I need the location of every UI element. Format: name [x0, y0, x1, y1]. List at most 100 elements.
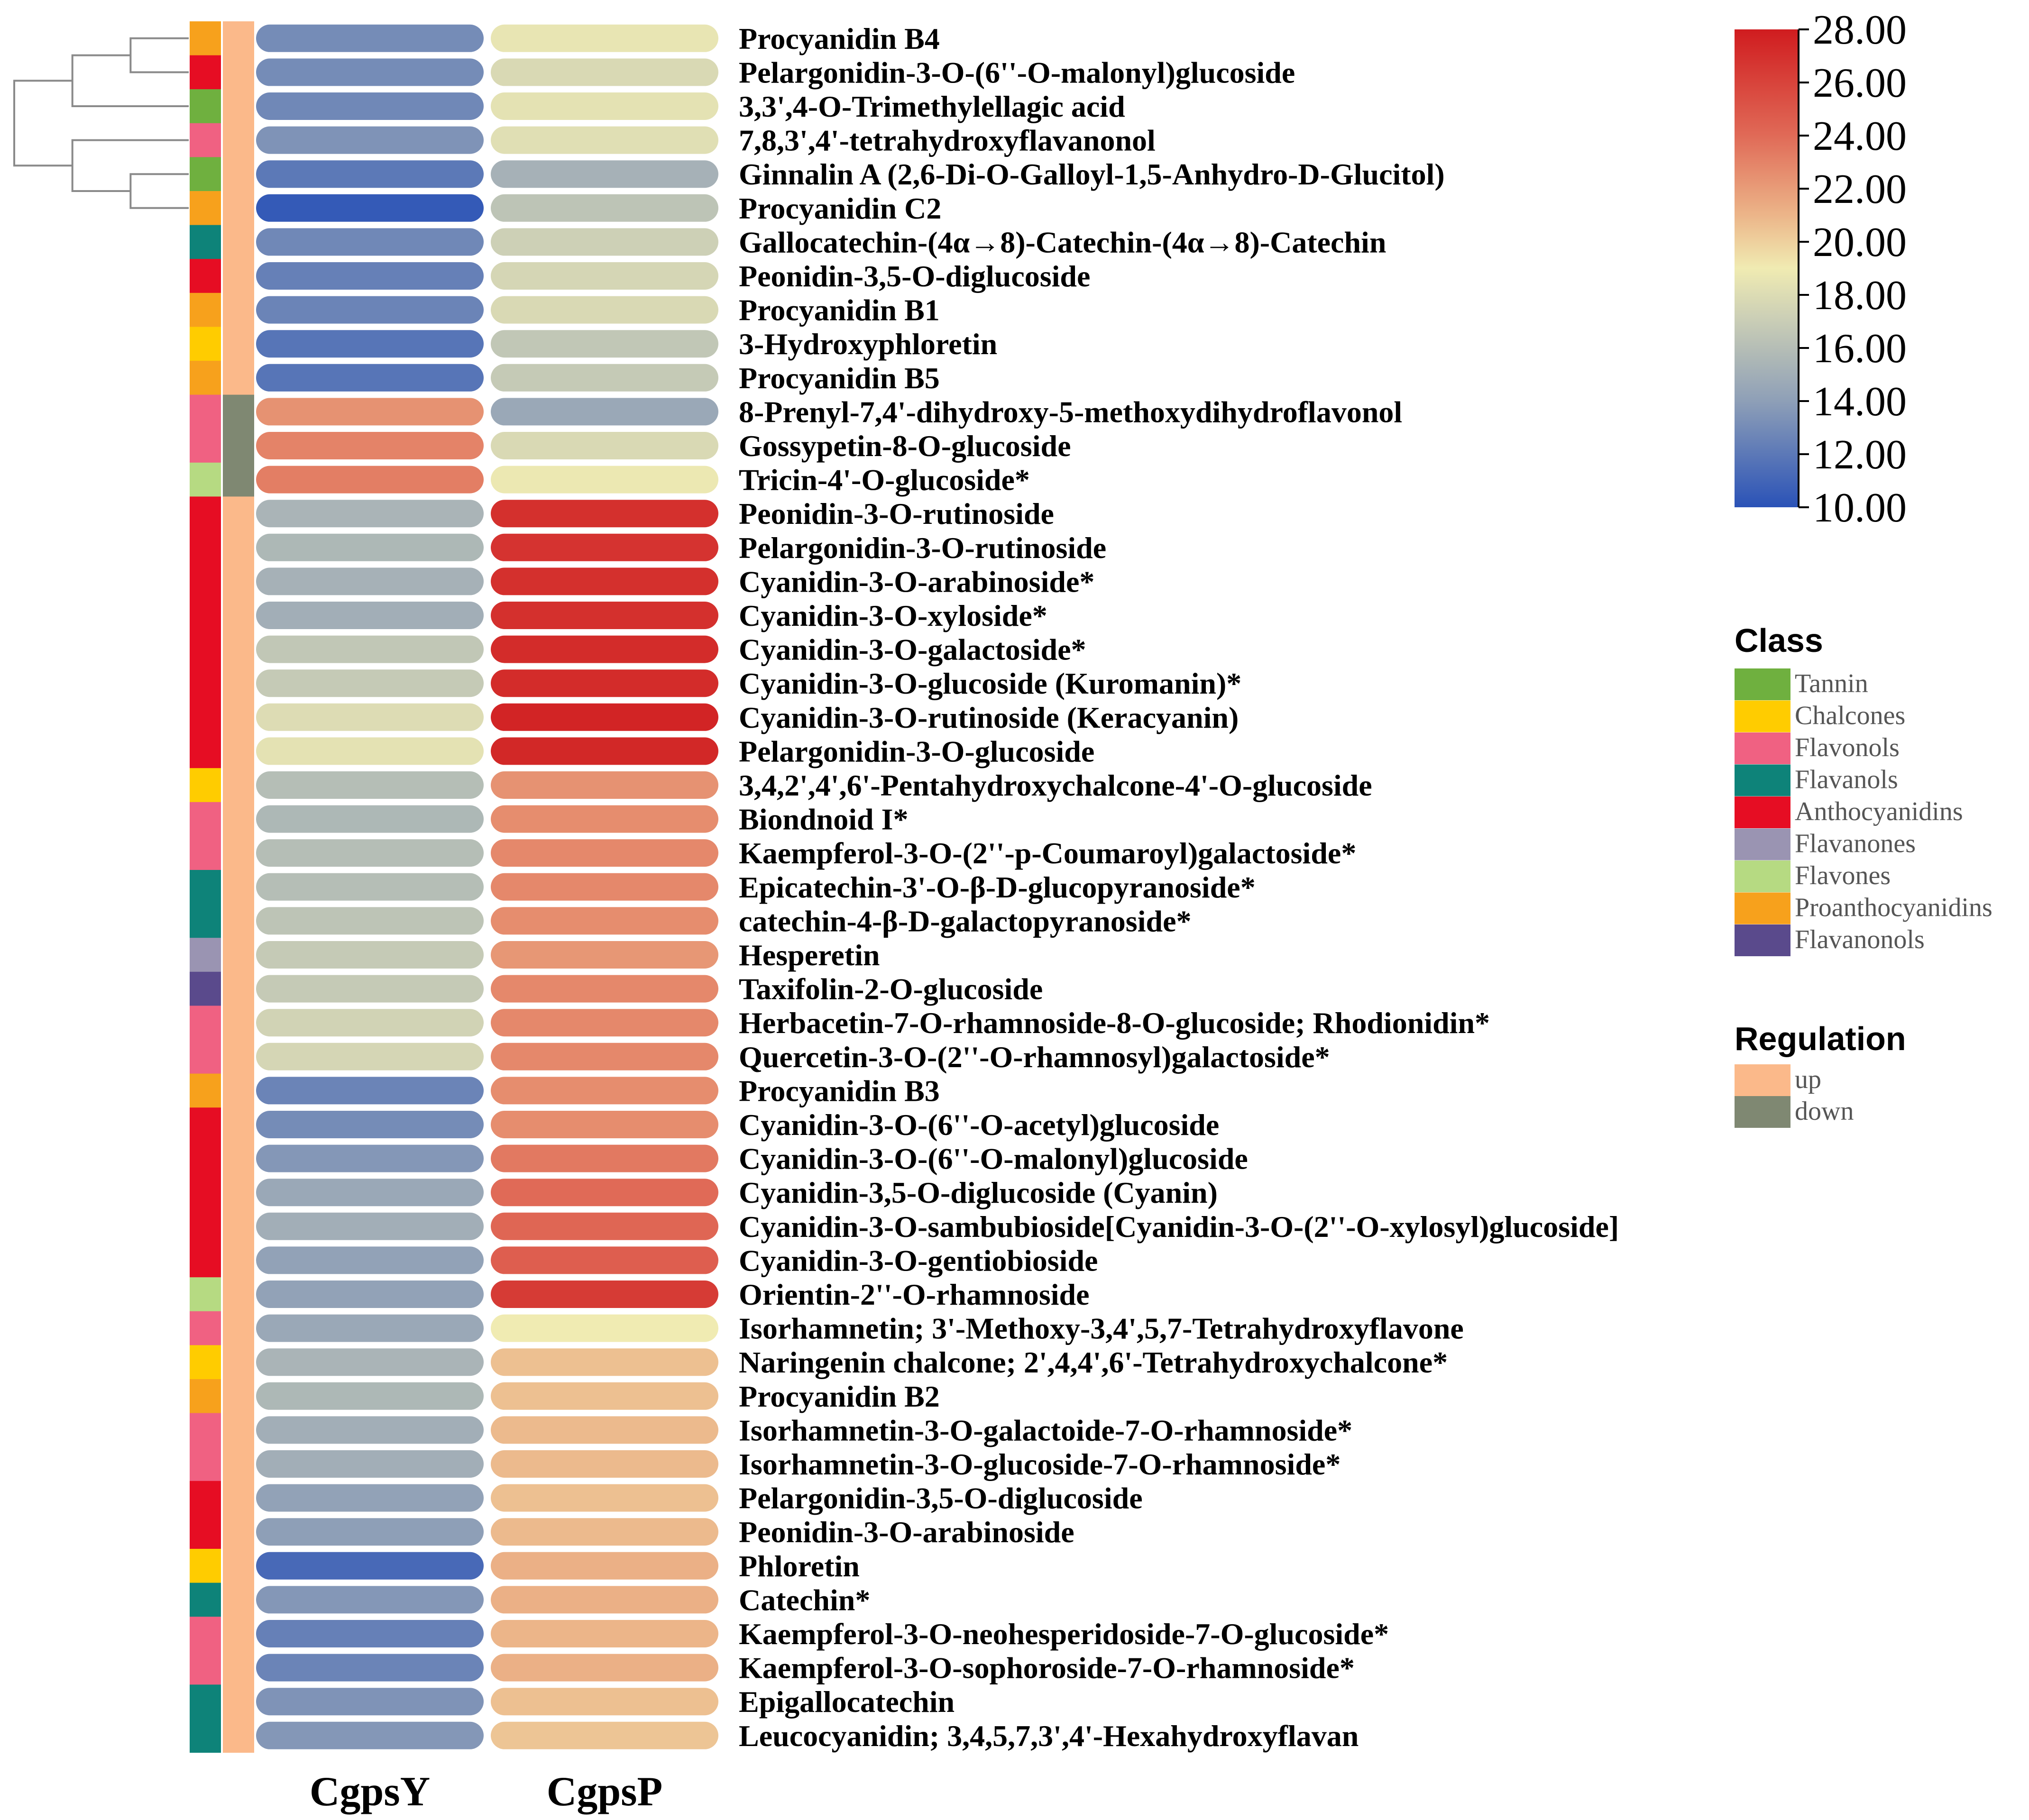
row-label: Cyanidin-3-O-(6''-O-malonyl)glucoside: [739, 1142, 1248, 1176]
class-annotation-strip: [190, 21, 221, 1753]
class-swatch: [190, 157, 221, 192]
heatmap-cell: [491, 1348, 718, 1376]
row-label: Procyanidin B2: [739, 1380, 940, 1413]
row-label: Procyanidin B1: [739, 293, 940, 327]
heatmap-cell: [491, 1416, 718, 1444]
class-swatch: [190, 361, 221, 395]
class-swatch: [190, 327, 221, 361]
regulation-swatch: [223, 327, 254, 361]
regulation-swatch: [223, 259, 254, 293]
regulation-swatch: [223, 768, 254, 803]
heatmap-cell: [491, 1450, 718, 1478]
regulation-swatch: [223, 462, 254, 497]
heatmap-cell: [256, 1586, 484, 1614]
heatmap-cell: [491, 330, 718, 358]
class-swatch: [190, 21, 221, 56]
heatmap-cell: [491, 1043, 718, 1070]
heatmap-cell: [491, 1688, 718, 1716]
class-swatch: [190, 225, 221, 259]
row-label: Epicatechin-3'-O-β-D-glucopyranoside*: [739, 870, 1256, 904]
dendrogram-branch: [13, 80, 73, 167]
regulation-swatch: [223, 55, 254, 90]
class-swatch: [190, 1447, 221, 1482]
row-labels: Procyanidin B4Pelargonidin-3-O-(6''-O-ma…: [739, 22, 1619, 1753]
regulation-swatch: [223, 1617, 254, 1651]
row-label: Procyanidin C2: [739, 192, 941, 225]
class-swatch: [190, 1650, 221, 1685]
row-label: Isorhamnetin-3-O-glucoside-7-O-rhamnosid…: [739, 1447, 1340, 1481]
regulation-swatch: [223, 1650, 254, 1685]
heatmap-cell: [256, 907, 484, 935]
class-swatch: [190, 1617, 221, 1651]
class-swatch: [190, 1582, 221, 1617]
regulation-swatch: [223, 1719, 254, 1753]
row-label: 7,8,3',4'-tetrahydroxyflavanonol: [739, 124, 1156, 157]
class-swatch: [190, 1311, 221, 1345]
regulation-swatch: [223, 1141, 254, 1176]
row-label: Cyanidin-3,5-O-diglucoside (Cyanin): [739, 1176, 1218, 1209]
heatmap-cells: [256, 24, 718, 1749]
heatmap-cell: [491, 1314, 718, 1342]
row-label: Biondnoid I*: [739, 803, 909, 836]
regulation-swatch: [223, 89, 254, 124]
class-swatch: [190, 259, 221, 293]
class-swatch: [190, 938, 221, 972]
class-legend-swatch: [1735, 764, 1790, 796]
heatmap-cell: [256, 1348, 484, 1376]
row-label: Procyanidin B4: [739, 22, 940, 55]
class-swatch: [190, 55, 221, 90]
class-swatch: [190, 598, 221, 633]
class-legend-label: Chalcones: [1795, 701, 1905, 731]
class-swatch: [190, 1549, 221, 1583]
heatmap-cell: [256, 1620, 484, 1647]
heatmap-cell: [491, 364, 718, 392]
heatmap-cell: [256, 703, 484, 731]
row-label: Pelargonidin-3-O-rutinoside: [739, 531, 1106, 565]
regulation-swatch: [223, 1277, 254, 1312]
column-label: CgpsP: [547, 1769, 663, 1815]
heatmap-cell: [256, 194, 484, 222]
regulation-legend-label: down: [1795, 1097, 1854, 1126]
heatmap-cell: [491, 1620, 718, 1647]
class-swatch: [190, 870, 221, 905]
row-label: Kaempferol-3-O-(2''-p-Coumaroyl)galactos…: [739, 836, 1356, 870]
row-label: Gossypetin-8-O-glucoside: [739, 429, 1071, 463]
class-swatch: [190, 1040, 221, 1074]
regulation-swatch: [223, 734, 254, 768]
row-label: Cyanidin-3-O-galactoside*: [739, 633, 1086, 667]
regulation-legend-label: up: [1795, 1065, 1821, 1094]
heatmap-cell: [491, 92, 718, 120]
heatmap-cell: [491, 1144, 718, 1172]
row-label: Isorhamnetin; 3'-Methoxy-3,4',5,7-Tetrah…: [739, 1312, 1464, 1345]
dendrogram-branch: [129, 173, 189, 209]
heatmap-cell: [256, 1043, 484, 1070]
regulation-swatch: [223, 1073, 254, 1108]
regulation-swatch: [223, 938, 254, 972]
regulation-swatch: [223, 1311, 254, 1345]
row-label: Cyanidin-3-O-gentiobioside: [739, 1244, 1098, 1277]
color-scale-tick-label: 24.00: [1813, 113, 1907, 159]
heatmap-cell: [491, 1077, 718, 1105]
heatmap-cell: [256, 500, 484, 528]
heatmap-cell: [491, 941, 718, 969]
heatmap-cell: [256, 1144, 484, 1172]
heatmap-cell: [256, 1246, 484, 1274]
heatmap-cell: [256, 432, 484, 459]
regulation-swatch: [223, 293, 254, 327]
class-legend-label: Flavanones: [1795, 829, 1916, 859]
regulation-swatch: [223, 191, 254, 226]
row-label: 8-Prenyl-7,4'-dihydroxy-5-methoxydihydro…: [739, 395, 1402, 429]
regulation-swatch: [223, 1447, 254, 1482]
regulation-swatch: [223, 123, 254, 157]
class-swatch: [190, 971, 221, 1006]
heatmap-cell: [491, 398, 718, 426]
row-label: Pelargonidin-3-O-(6''-O-malonyl)glucosid…: [739, 55, 1295, 89]
regulation-swatch: [223, 1006, 254, 1040]
class-swatch: [190, 394, 221, 429]
color-scale-tick-label: 28.00: [1813, 7, 1907, 53]
regulation-swatch: [223, 157, 254, 192]
heatmap-cell: [256, 1009, 484, 1037]
heatmap-cell: [256, 1654, 484, 1682]
color-scale-tick-label: 14.00: [1813, 379, 1907, 425]
